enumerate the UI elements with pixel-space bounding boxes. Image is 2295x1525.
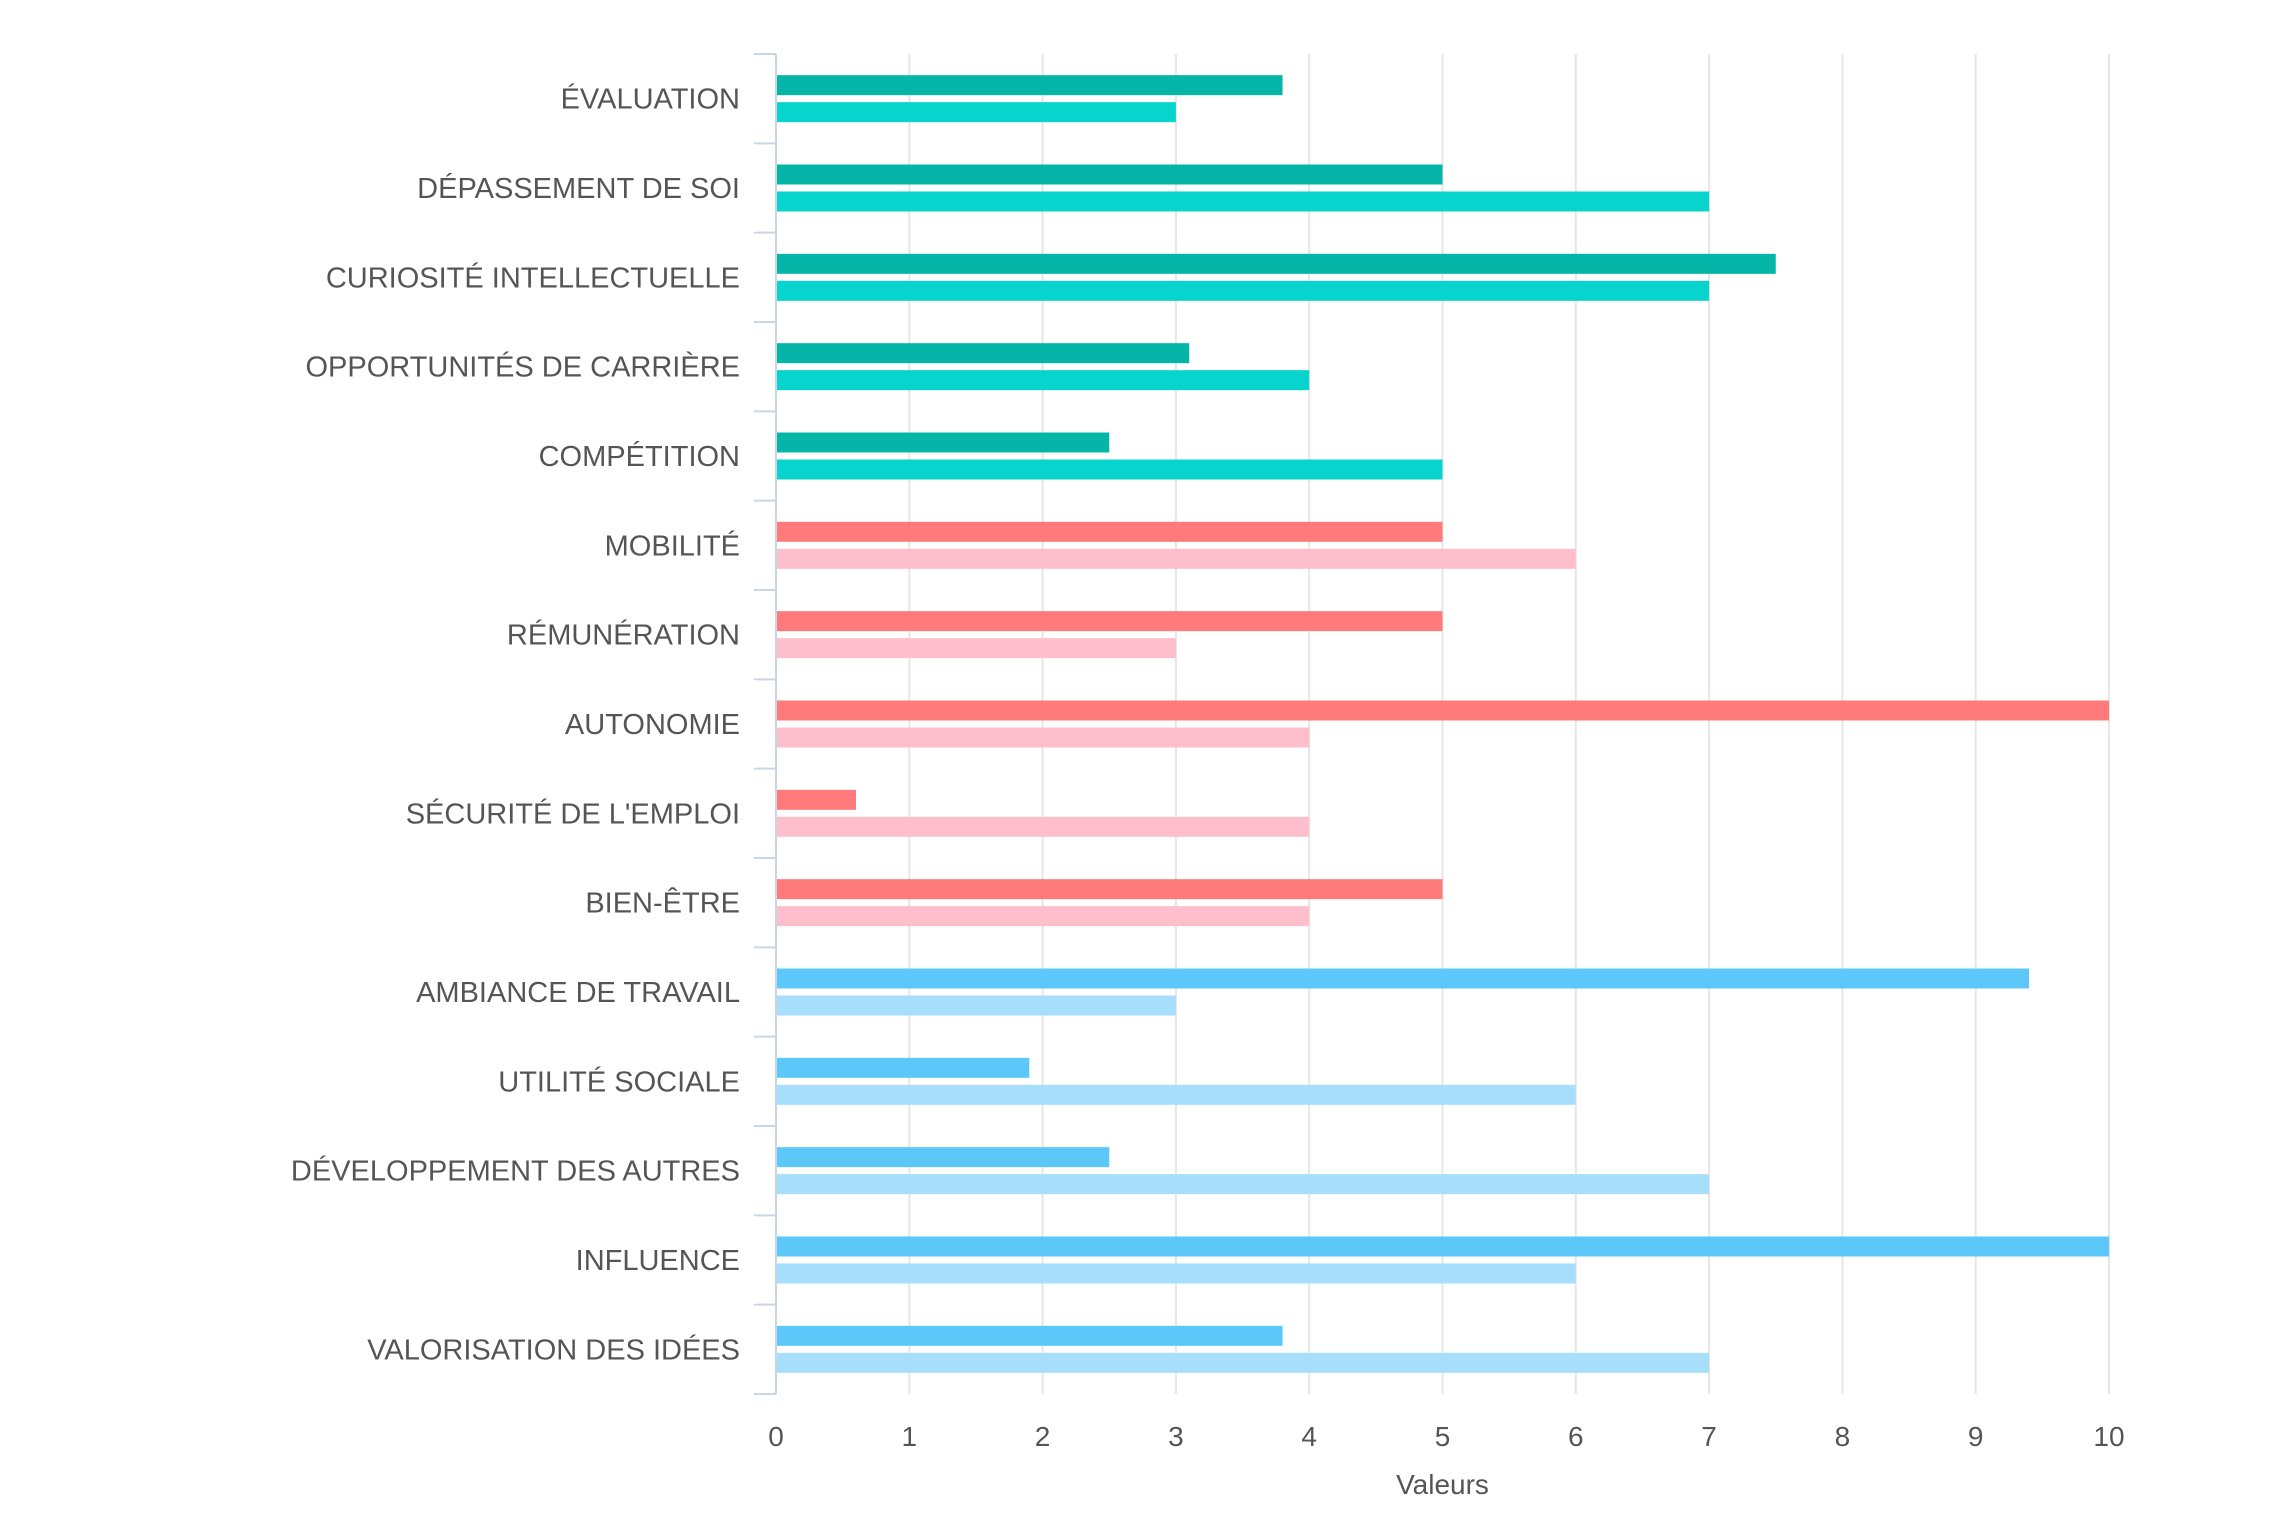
axes: [754, 53, 777, 1395]
bar-14-series-0: [777, 1325, 1283, 1346]
x-tick-label: 1: [902, 1421, 918, 1452]
category-label: MOBILITÉ: [605, 529, 740, 562]
category-label: SÉCURITÉ DE L'EMPLOI: [406, 797, 740, 830]
bar-9-series-0: [777, 879, 1443, 900]
bar-0-series-1: [777, 102, 1176, 123]
category-label: DÉVELOPPEMENT DES AUTRES: [291, 1155, 740, 1188]
category-labels: ÉVALUATION DÉPASSEMENT DE SOI CURIOSITÉ IN…: [291, 83, 740, 1367]
category-label: AMBIANCE DE TRAVAIL: [416, 977, 740, 1009]
bar-6-series-0: [777, 611, 1443, 632]
bar-4-series-1: [777, 459, 1443, 480]
x-tick-label: 6: [1568, 1421, 1584, 1452]
bar-10-series-1: [777, 995, 1176, 1016]
category-label: CURIOSITÉ INTELLECTUELLE: [326, 261, 740, 294]
category-label: INFLUENCE: [576, 1245, 740, 1277]
bar-7-series-1: [777, 727, 1310, 748]
x-tick-label: 3: [1168, 1421, 1184, 1452]
bar-9-series-1: [777, 906, 1310, 927]
bar-12-series-0: [777, 1147, 1110, 1168]
bar-1-series-0: [777, 164, 1443, 185]
grid-lines: [908, 54, 2110, 1394]
x-axis-title: Valeurs: [1396, 1469, 1489, 1500]
bar-4-series-0: [777, 432, 1110, 453]
bar-11-series-1: [777, 1084, 1576, 1105]
bar-10-series-0: [777, 968, 2030, 989]
x-tick-label: 4: [1301, 1421, 1317, 1452]
bar-13-series-0: [777, 1236, 2109, 1257]
x-tick-label: 9: [1968, 1421, 1984, 1452]
x-tick-label: 7: [1701, 1421, 1717, 1452]
bar-14-series-1: [777, 1352, 1710, 1373]
category-label: RÉMUNÉRATION: [507, 619, 740, 652]
bar-12-series-1: [777, 1174, 1710, 1195]
category-label: UTILITÉ SOCIALE: [498, 1065, 740, 1098]
x-tick-label: 8: [1835, 1421, 1851, 1452]
bar-13-series-1: [777, 1263, 1576, 1284]
bar-2-series-1: [777, 280, 1710, 301]
bar-8-series-1: [777, 816, 1310, 837]
bar-0-series-0: [777, 75, 1283, 96]
x-tick-label: 10: [2093, 1421, 2124, 1452]
bar-1-series-1: [777, 191, 1710, 212]
x-tick-label: 2: [1035, 1421, 1051, 1452]
bar-2-series-0: [777, 253, 1776, 274]
bar-8-series-0: [777, 789, 856, 810]
bar-3-series-1: [777, 370, 1310, 391]
x-tick-label: 5: [1435, 1421, 1451, 1452]
bar-5-series-1: [777, 548, 1576, 569]
x-tick-label: 0: [768, 1421, 784, 1452]
category-label: AUTONOMIE: [565, 709, 740, 741]
category-label: ÉVALUATION: [561, 83, 740, 116]
category-label: COMPÉTITION: [539, 440, 740, 473]
bar-11-series-0: [777, 1057, 1030, 1078]
bar-5-series-0: [777, 521, 1443, 542]
category-label: OPPORTUNITÉS DE CARRIÈRE: [305, 351, 740, 384]
bar-3-series-0: [777, 343, 1190, 364]
x-tick-labels: 0 1 2 3 4 5 6 7 8 9 10: [768, 1421, 2124, 1452]
bars: [777, 75, 2109, 1373]
bar-7-series-0: [777, 700, 2109, 721]
category-label: BIEN-ÊTRE: [585, 887, 740, 920]
bar-6-series-1: [777, 638, 1176, 659]
category-label: VALORISATION DES IDÉES: [367, 1333, 740, 1366]
category-label: DÉPASSEMENT DE SOI: [417, 172, 740, 205]
